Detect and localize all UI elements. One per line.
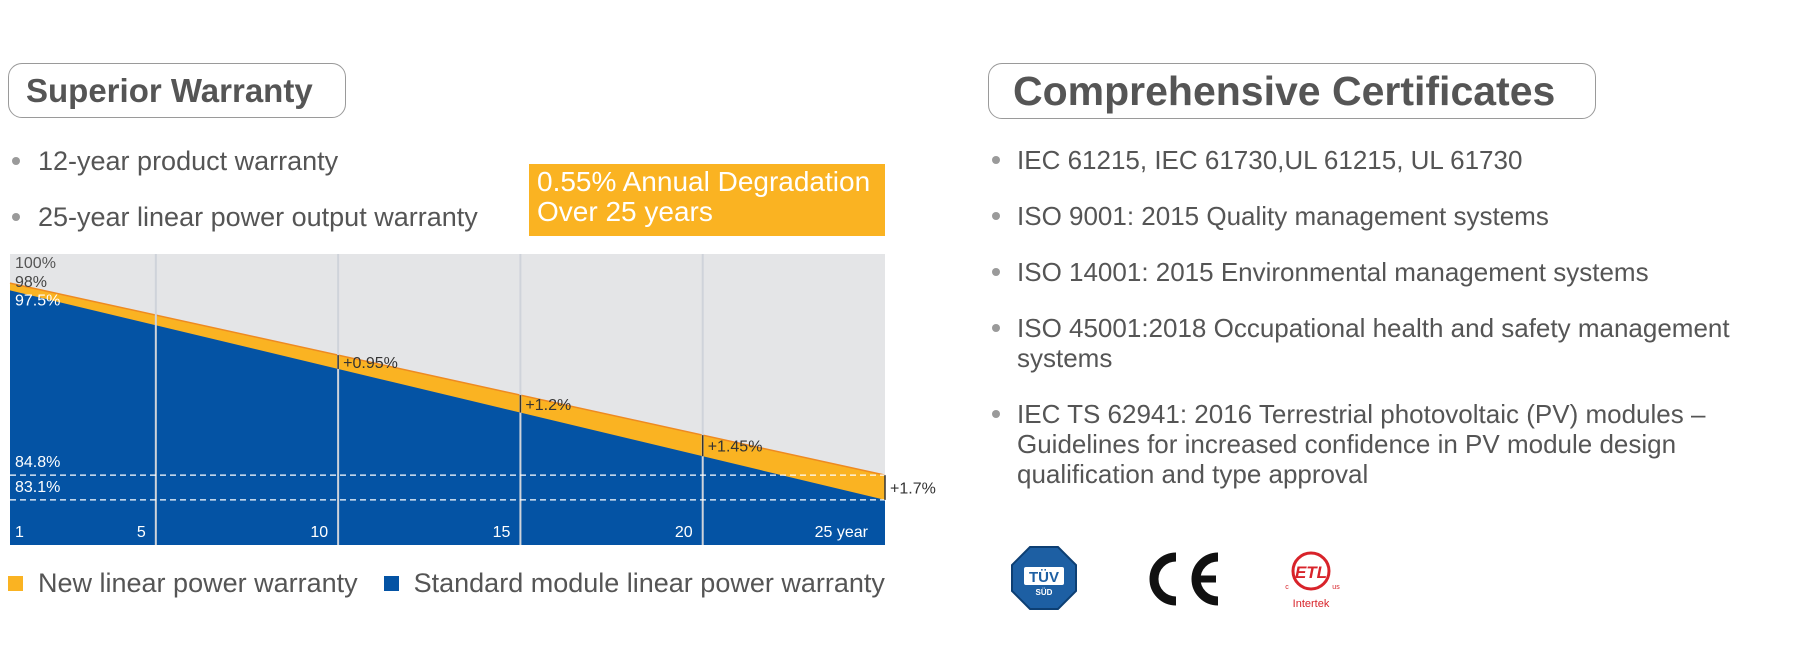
certificates-title: Comprehensive Certificates <box>988 63 1596 119</box>
list-item-text: ISO 9001: 2015 Quality management system… <box>1017 201 1549 231</box>
y-axis-label: 97.5% <box>15 292 60 309</box>
warranty-list: 12-year product warranty 25-year linear … <box>8 144 478 256</box>
list-item-text: 25-year linear power output warranty <box>38 202 478 232</box>
bullet-dot-icon <box>992 156 1000 164</box>
gap-label: +1.7% <box>890 481 936 498</box>
area-standard-warranty <box>10 290 885 545</box>
tuv-logo-subtext: SÜD <box>1036 588 1053 597</box>
etl-logo-subtext: Intertek <box>1293 598 1330 610</box>
bullet-dot-icon <box>992 324 1000 332</box>
etl-intertek-logo-icon: ETL c us Intertek <box>1285 551 1340 610</box>
y-axis-label: 100% <box>15 255 56 272</box>
x-tick-label: 25 year <box>815 524 869 541</box>
list-item: ISO 9001: 2015 Quality management system… <box>988 201 1788 231</box>
list-item-text: 12-year product warranty <box>38 146 339 176</box>
bullet-dot-icon <box>12 213 20 221</box>
ce-mark-icon <box>1149 552 1219 606</box>
legend-item-new: New linear power warranty <box>8 568 358 599</box>
bullet-dot-icon <box>12 157 20 165</box>
y-axis-label: 83.1% <box>15 479 60 496</box>
certificates-list: IEC 61215, IEC 61730,UL 61215, UL 61730 … <box>988 145 1788 515</box>
list-item: IEC 61215, IEC 61730,UL 61215, UL 61730 <box>988 145 1788 175</box>
bullet-dot-icon <box>992 268 1000 276</box>
x-tick-label: 5 <box>137 524 146 541</box>
list-item-text: IEC TS 62941: 2016 Terrestrial photovolt… <box>1017 399 1706 489</box>
certificates-title-text: Comprehensive Certificates <box>1013 67 1556 114</box>
bullet-dot-icon <box>992 212 1000 220</box>
chart-legend: New linear power warranty Standard modul… <box>8 568 911 599</box>
legend-swatch-new <box>8 576 23 591</box>
gap-label: +1.45% <box>708 439 763 456</box>
tuv-sud-logo-icon: TÜV SÜD <box>1011 546 1077 610</box>
list-item: IEC TS 62941: 2016 Terrestrial photovolt… <box>988 399 1788 489</box>
legend-label-new: New linear power warranty <box>38 568 358 598</box>
legend-swatch-standard <box>383 576 399 591</box>
warranty-chart: +0.95% +1.2% +1.45% +1.7% 100% 98%97.5% 84.8% 8… <box>9 254 936 545</box>
svg-text:us: us <box>1332 584 1340 591</box>
list-item: 25-year linear power output warranty <box>8 200 478 234</box>
x-tick-label: 15 <box>493 524 511 541</box>
legend-label-standard: Standard module linear power warranty <box>413 568 885 598</box>
warranty-title: Superior Warranty <box>8 63 346 118</box>
x-tick-label: 1 <box>15 524 24 541</box>
tuv-logo-text: TÜV <box>1029 569 1059 586</box>
svg-text:c: c <box>1285 584 1289 591</box>
legend-item-standard: Standard module linear power warranty <box>383 568 885 599</box>
bullet-dot-icon <box>992 410 1000 418</box>
list-item: ISO 45001:2018 Occupational health and s… <box>988 313 1788 373</box>
warranty-title-text: Superior Warranty <box>26 71 313 109</box>
x-tick-label: 20 <box>675 524 693 541</box>
degradation-badge: 0.55% Annual Degradation Over 25 years <box>529 164 885 236</box>
list-item: ISO 14001: 2015 Environmental management… <box>988 257 1788 287</box>
list-item-text: ISO 45001:2018 Occupational health and s… <box>1017 313 1730 373</box>
y-axis-label: 98% <box>15 274 47 291</box>
etl-logo-text: ETL <box>1295 563 1327 582</box>
list-item: 12-year product warranty <box>8 144 478 178</box>
gap-label: +0.95% <box>343 355 398 372</box>
gap-label: +1.2% <box>525 397 571 414</box>
list-item-text: IEC 61215, IEC 61730,UL 61215, UL 61730 <box>1017 145 1523 175</box>
list-item-text: ISO 14001: 2015 Environmental management… <box>1017 257 1649 287</box>
degradation-line-2: Over 25 years <box>537 196 713 227</box>
y-axis-label: 84.8% <box>15 454 60 471</box>
x-tick-label: 10 <box>310 524 328 541</box>
degradation-line-1: 0.55% Annual Degradation <box>537 166 871 197</box>
